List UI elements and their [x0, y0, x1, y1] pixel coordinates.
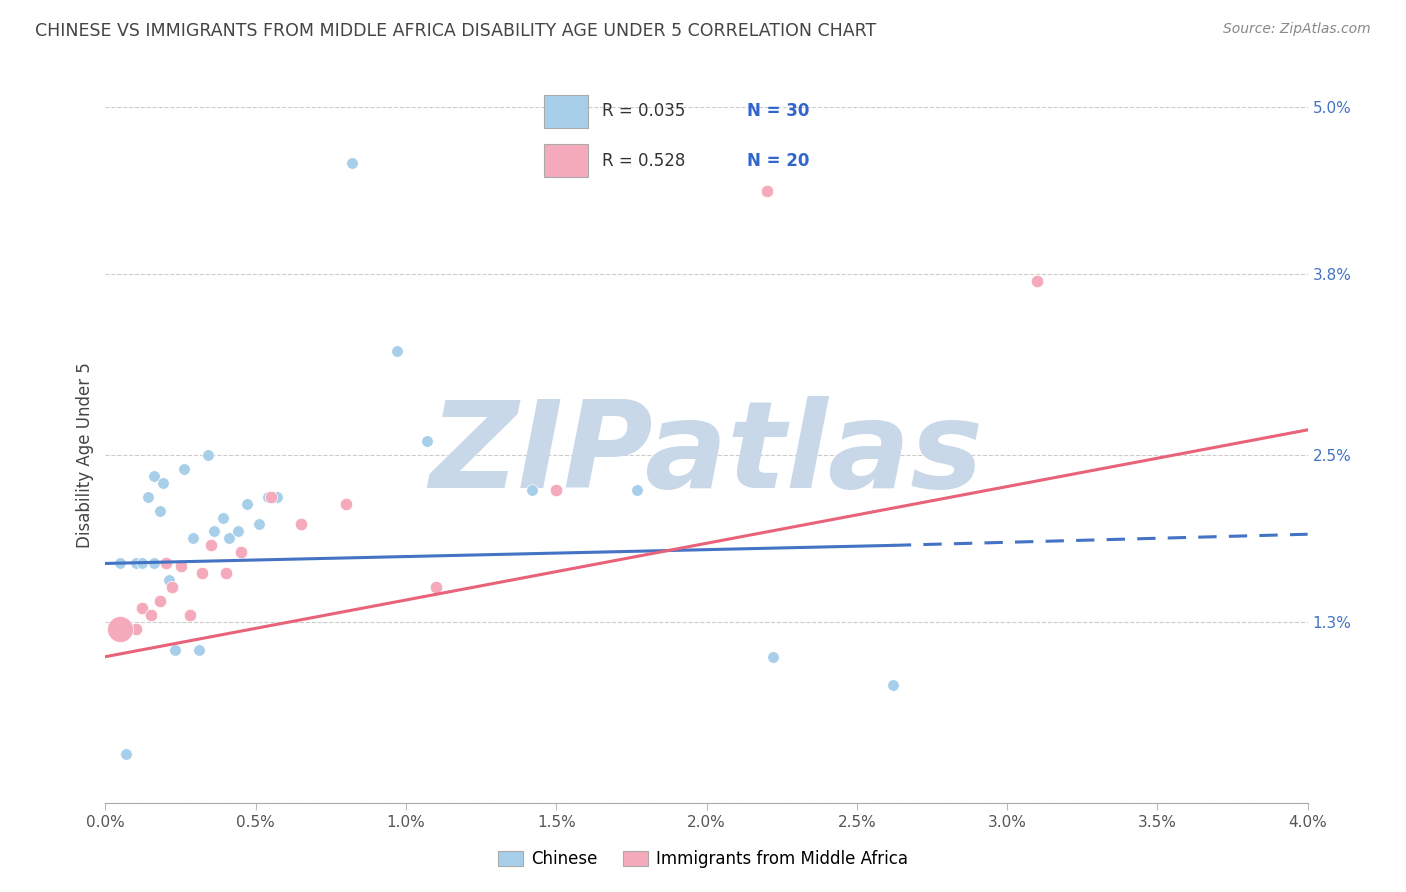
Point — [190, 566, 212, 581]
Point — [148, 594, 170, 608]
Point — [152, 475, 174, 490]
Point — [218, 532, 240, 546]
FancyBboxPatch shape — [544, 95, 588, 128]
Point — [260, 490, 283, 504]
Point — [131, 601, 153, 615]
Point — [416, 434, 439, 448]
Point — [142, 468, 165, 483]
Point — [626, 483, 648, 497]
Point — [142, 557, 165, 571]
Point — [385, 343, 408, 358]
Point — [148, 503, 170, 517]
Point — [755, 184, 778, 198]
Text: ZIPatlas: ZIPatlas — [429, 396, 984, 514]
Text: N = 20: N = 20 — [747, 152, 810, 169]
Text: R = 0.528: R = 0.528 — [602, 152, 685, 169]
Text: N = 30: N = 30 — [747, 103, 810, 120]
Point — [425, 580, 447, 594]
FancyBboxPatch shape — [544, 145, 588, 177]
Point — [235, 497, 257, 511]
Point — [163, 642, 186, 657]
Y-axis label: Disability Age Under 5: Disability Age Under 5 — [76, 362, 94, 548]
Point — [882, 677, 904, 691]
Point — [157, 573, 180, 587]
Point — [124, 557, 146, 571]
Point — [131, 557, 153, 571]
Point — [290, 517, 312, 532]
Text: Source: ZipAtlas.com: Source: ZipAtlas.com — [1223, 22, 1371, 37]
Point — [335, 497, 357, 511]
Point — [139, 607, 162, 622]
Legend: Chinese, Immigrants from Middle Africa: Chinese, Immigrants from Middle Africa — [491, 844, 915, 875]
Point — [197, 448, 219, 462]
Point — [110, 557, 132, 571]
Point — [202, 524, 225, 539]
Point — [226, 524, 249, 539]
Point — [160, 580, 183, 594]
Point — [155, 557, 177, 571]
Point — [187, 642, 209, 657]
Point — [136, 490, 159, 504]
Point — [214, 566, 236, 581]
Point — [256, 490, 278, 504]
Point — [762, 649, 785, 664]
Point — [340, 155, 363, 169]
Point — [546, 483, 568, 497]
Point — [247, 517, 270, 532]
Point — [211, 510, 233, 524]
Point — [200, 538, 222, 552]
Point — [124, 622, 146, 636]
Point — [181, 532, 204, 546]
Point — [266, 490, 288, 504]
Point — [169, 559, 191, 574]
Point — [173, 462, 195, 476]
Point — [115, 747, 138, 761]
Point — [229, 545, 252, 559]
Point — [179, 607, 201, 622]
Text: CHINESE VS IMMIGRANTS FROM MIDDLE AFRICA DISABILITY AGE UNDER 5 CORRELATION CHAR: CHINESE VS IMMIGRANTS FROM MIDDLE AFRICA… — [35, 22, 876, 40]
Point — [1026, 274, 1049, 288]
Point — [110, 622, 132, 636]
Point — [110, 615, 132, 629]
Text: R = 0.035: R = 0.035 — [602, 103, 685, 120]
Point — [522, 483, 544, 497]
